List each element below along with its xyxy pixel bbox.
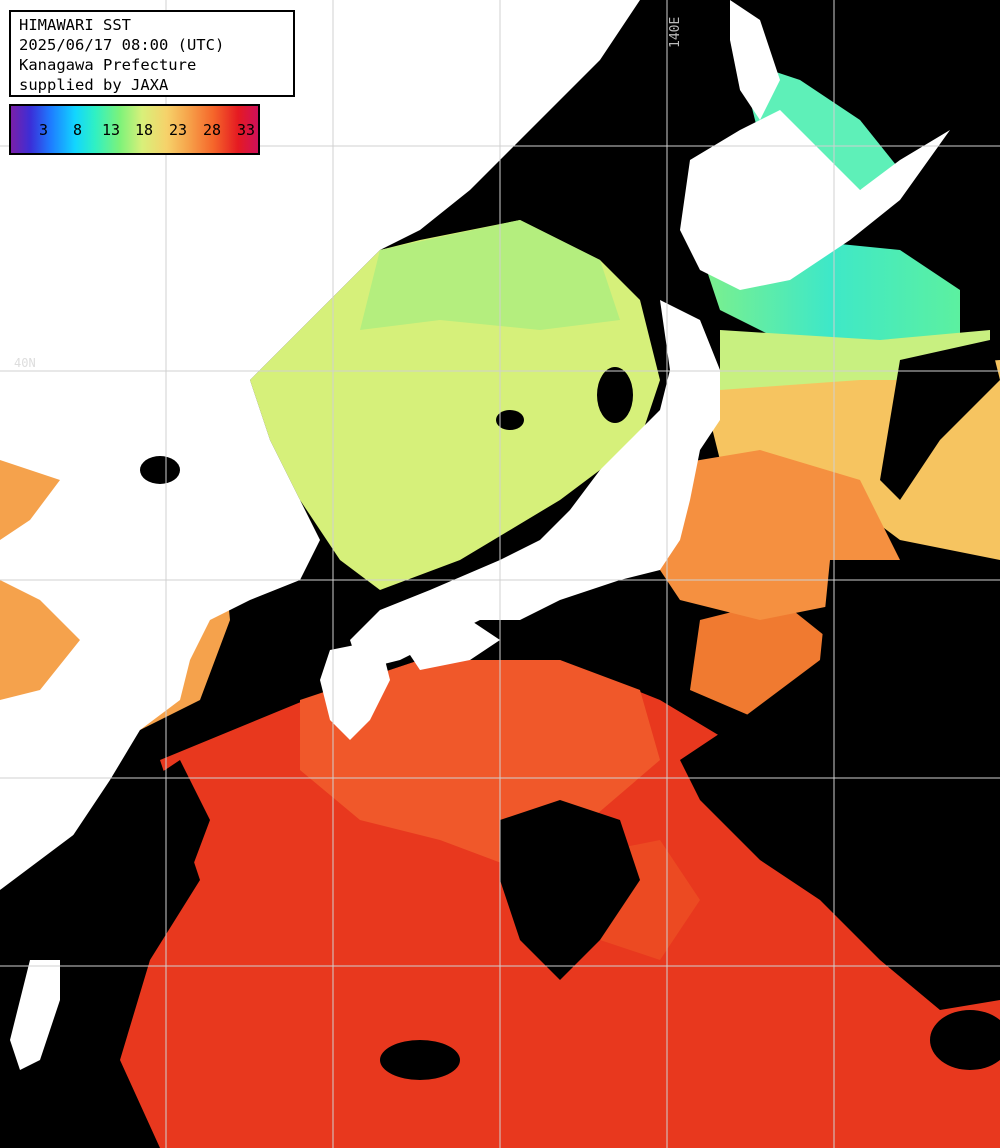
cloud-spot-5	[380, 1040, 460, 1080]
land-hokkaido	[680, 110, 950, 290]
cloud-spot-3	[140, 456, 180, 484]
sea-japan-north	[360, 220, 620, 330]
latitude-label: 40N	[14, 356, 36, 370]
legend-label-18: 18	[135, 121, 154, 139]
map-credit: supplied by JAXA	[19, 76, 169, 94]
cloud-spot-2	[496, 410, 524, 430]
cloud-sw	[0, 760, 210, 1000]
cloud-ne	[880, 340, 1000, 500]
map-title: HIMAWARI SST	[19, 16, 131, 34]
color-legend: 3 8 13 18 23 28 33	[9, 104, 260, 155]
land-taiwan	[10, 960, 60, 1070]
cloud-east	[680, 560, 1000, 1010]
cloud-spot-4	[930, 1010, 1000, 1070]
cloud-spot	[597, 367, 633, 423]
legend-label-8: 8	[73, 121, 83, 139]
land-korea	[165, 430, 310, 600]
cloud-south	[500, 800, 640, 980]
legend-label-13: 13	[102, 121, 121, 139]
legend-label-23: 23	[169, 121, 188, 139]
legend-label-28: 28	[203, 121, 222, 139]
legend-label-3: 3	[39, 121, 49, 139]
map-region: Kanagawa Prefecture	[19, 56, 197, 74]
land-asia	[0, 0, 640, 890]
land-japan-kyushu	[320, 640, 390, 740]
map-timestamp: 2025/06/17 08:00 (UTC)	[19, 36, 225, 54]
land-sakhalin	[730, 0, 780, 120]
land-japan-honshu	[350, 300, 720, 670]
info-box: HIMAWARI SST 2025/06/17 08:00 (UTC) Kana…	[9, 10, 295, 97]
longitude-label: 140E	[668, 16, 683, 48]
land-japan-shikoku	[400, 620, 500, 670]
legend-label-33: 33	[237, 121, 256, 139]
